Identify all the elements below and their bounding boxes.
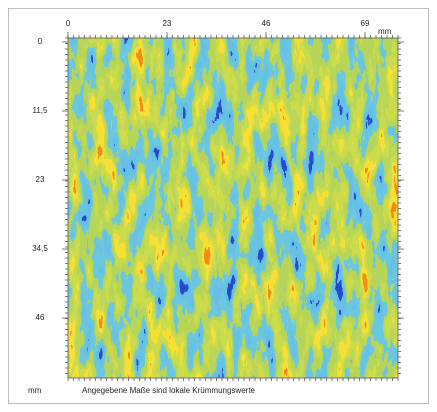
x-tick-label: 69 (361, 19, 370, 28)
surface-map (68, 38, 398, 378)
y-tick-label: 0 (38, 37, 43, 46)
y-tick-label: 34,5 (32, 244, 48, 253)
y-axis-label: mm (28, 386, 42, 395)
y-tick-label: 23 (36, 175, 45, 184)
y-tick-label: 46 (36, 313, 45, 322)
y-tick-label: 11,5 (33, 106, 49, 115)
x-tick-label: 0 (66, 19, 71, 28)
x-tick-label: 46 (262, 19, 271, 28)
x-tick-label: 23 (163, 19, 172, 28)
x-axis-label: mm (378, 27, 392, 36)
note: Angegebene Maße sind lokale Krümmungswer… (82, 386, 256, 395)
